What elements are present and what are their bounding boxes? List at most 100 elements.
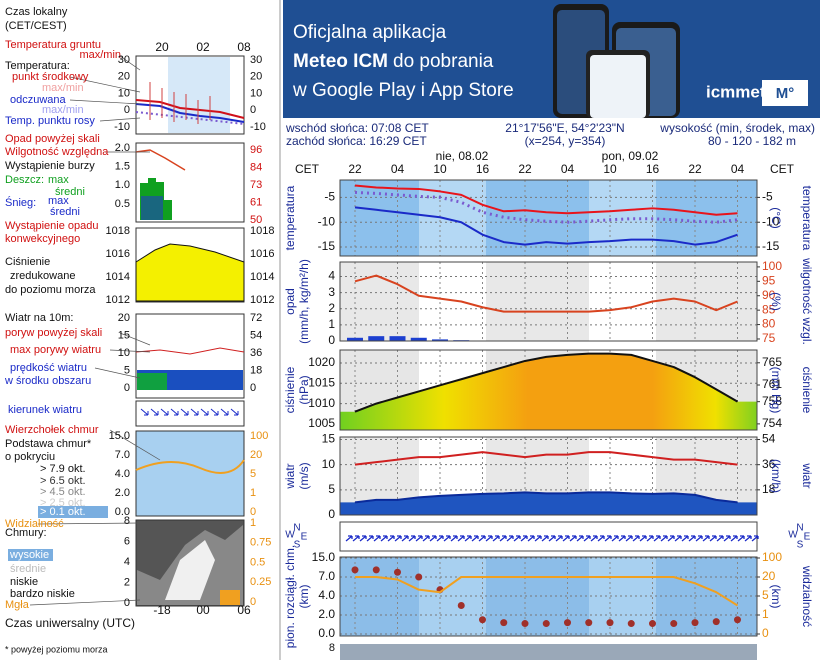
series-line — [355, 576, 739, 607]
axis-unit: (km) — [769, 585, 783, 609]
coords: 21°17'56"E, 54°2'23"N — [505, 121, 624, 135]
legend-label: średni — [55, 186, 85, 198]
wind-arrow — [695, 535, 703, 542]
mini-tick-label: 30 — [118, 54, 130, 66]
legend-label: Temp. punktu rosy — [5, 115, 95, 127]
y-tick-label: 1015 — [308, 375, 335, 389]
elevation: 80 - 120 - 182 m — [708, 134, 796, 148]
wind-arrow — [639, 535, 647, 542]
mini-hour: 02 — [196, 40, 210, 54]
legend-label: w środku obszaru — [4, 375, 91, 387]
x-tick-label: 04 — [391, 162, 405, 176]
legend-label: Śnieg: — [5, 196, 36, 209]
cloud-dot — [479, 616, 486, 624]
y2-tick-label: 100 — [762, 259, 782, 273]
cloud-dot — [521, 620, 529, 628]
banner-text: w Google Play i App Store — [292, 80, 514, 101]
y-tick-label: 0.0 — [318, 626, 335, 640]
wind-arrow — [345, 535, 353, 542]
series-line — [354, 206, 738, 246]
mini-tick-label: 73 — [250, 179, 262, 191]
wind-arrow — [737, 535, 745, 542]
mini-tick-label: 0 — [250, 382, 256, 394]
axis-unit: (mm Hg) — [769, 367, 783, 414]
axis-unit: (km/h) — [769, 459, 783, 493]
mini-tick-label: 20 — [250, 71, 262, 83]
mini-tick-label: 1012 — [106, 294, 130, 306]
mini-line — [135, 459, 245, 474]
mini-tick-label: 0.0 — [115, 506, 130, 518]
legend-label: prędkość wiatru — [10, 362, 87, 374]
banner[interactable] — [283, 0, 820, 118]
wind-arrow — [422, 535, 430, 542]
axis-unit: (mm/h, kg/m²/h) — [297, 259, 311, 344]
mini-tick-label: 0 — [250, 596, 256, 608]
cloud-dot — [734, 616, 741, 624]
wind-arrow — [443, 535, 451, 542]
cloud-dot — [606, 619, 614, 627]
compass-letter: S — [294, 540, 301, 551]
mini-tick-label: -10 — [250, 121, 266, 133]
banner-text: Oficjalna aplikacja — [293, 22, 447, 43]
wind-arrow — [590, 535, 598, 542]
legend-label: średnie — [10, 563, 46, 575]
y-tick-label: -10 — [318, 214, 336, 228]
legend-label: do poziomu morza — [5, 284, 96, 296]
x-tick-label: 16 — [646, 162, 660, 176]
legend-illustrations — [8, 55, 245, 607]
cloud-dot — [585, 619, 593, 627]
wind-arrow — [562, 535, 570, 542]
wind-arrow — [555, 535, 563, 542]
wind-arrow — [471, 535, 479, 542]
wind-arrow — [380, 535, 388, 542]
wind-arrow — [618, 535, 626, 542]
mini-tick-label: 0 — [124, 104, 130, 116]
mini-tick-label: 54 — [250, 329, 262, 341]
y-tick-label: 7.0 — [318, 569, 335, 583]
mini-tick-label: 7.0 — [115, 449, 130, 461]
y-tick-label: -15 — [318, 239, 336, 253]
legend-label: konwekcyjnego — [5, 233, 80, 245]
compass-letter: N — [293, 523, 300, 534]
mini-tick-label: 30 — [250, 54, 262, 66]
y-tick-label: 1 — [328, 317, 335, 331]
wind-arrow — [429, 535, 437, 542]
x-tick-label: 22 — [518, 162, 532, 176]
mini-line — [135, 111, 245, 125]
mini-arrow — [150, 408, 159, 416]
wind-arrow — [611, 535, 619, 542]
mini-line — [135, 103, 245, 123]
legend-label: Czas lokalny — [5, 6, 68, 18]
legend-label: punkt środkowy — [12, 71, 89, 83]
mini-tick-label: 15.0 — [109, 430, 130, 442]
y-tick-label: -5 — [324, 190, 335, 204]
y2-tick-label: 765 — [762, 355, 782, 369]
wind-arrow — [632, 535, 640, 542]
y2-tick-label: 758 — [762, 394, 782, 408]
cloud-dot — [351, 566, 359, 574]
compass-letter: E — [301, 532, 308, 543]
y-tick-label: 10 — [322, 457, 336, 471]
legend-label: Chmury: — [5, 527, 47, 539]
precip-bar — [347, 337, 363, 341]
series-line — [354, 352, 738, 413]
mini-tick-label: 2.0 — [115, 142, 130, 154]
wind-arrow — [520, 535, 528, 542]
cloud-dot — [500, 619, 508, 627]
y2-tick-label: 54 — [762, 432, 776, 446]
wind-arrow — [730, 535, 738, 542]
grid-point: (x=254, y=354) — [525, 134, 606, 148]
elevation-label: wysokość (min, środek, max) — [659, 121, 815, 135]
y-tick-label: 1020 — [308, 355, 335, 369]
cloud-dot — [415, 573, 423, 581]
legend-label: > 0.1 okt. — [40, 506, 86, 518]
y-tick-label: 4.0 — [318, 588, 335, 602]
mini-arrow — [170, 408, 179, 416]
axis-title: opad — [283, 288, 297, 315]
mini-area — [220, 590, 240, 605]
compass-letter: W — [285, 530, 295, 541]
precip-bar — [389, 336, 406, 341]
legend-label: Temperatura: — [5, 60, 70, 72]
axis-title: wiatr — [800, 462, 814, 488]
